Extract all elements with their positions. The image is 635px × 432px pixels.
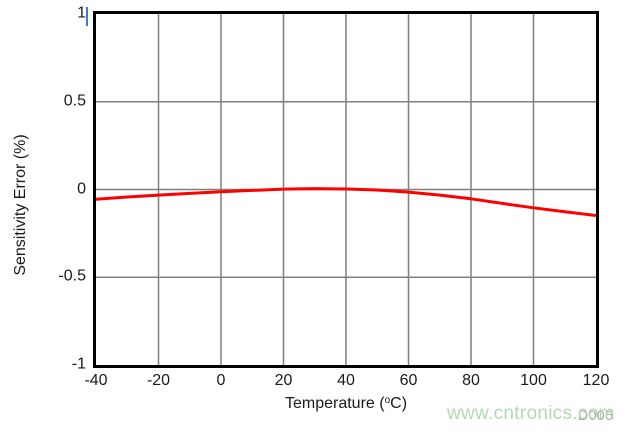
degree-superscript: o xyxy=(384,395,391,406)
figure-code: D006 xyxy=(578,407,614,423)
y-tick-label: 1 xyxy=(77,4,86,22)
y-tick-label: 0 xyxy=(77,180,86,198)
x-tick-label: 80 xyxy=(462,372,480,389)
x-tick-label: 60 xyxy=(399,372,418,389)
x-tick-label: 20 xyxy=(274,372,293,389)
y-tick-label: -1 xyxy=(71,355,86,373)
x-tick-label: 0 xyxy=(216,372,226,389)
x-tick-label: 40 xyxy=(337,372,355,389)
x-tick-label: 100 xyxy=(520,372,547,389)
sensitivity-error-curve xyxy=(96,187,596,217)
y-tick-label: -0.5 xyxy=(58,267,86,285)
y-tick-label: 0.5 xyxy=(63,92,86,110)
x-tick-label: -40 xyxy=(84,372,108,389)
x-axis-title-unit: C) xyxy=(390,395,408,412)
x-axis-title: Temperature (oC) xyxy=(285,395,407,413)
plot-canvas xyxy=(96,14,596,365)
x-tick-label: 120 xyxy=(582,372,610,389)
text-cursor-artifact xyxy=(86,7,88,26)
watermark: www.cntronics.com xyxy=(447,403,615,424)
y-axis-title: Sensitivity Error (%) xyxy=(12,134,29,276)
x-axis-title-text: Temperature ( xyxy=(284,395,385,412)
x-tick-label: -20 xyxy=(146,372,171,389)
plot-area xyxy=(93,11,599,368)
